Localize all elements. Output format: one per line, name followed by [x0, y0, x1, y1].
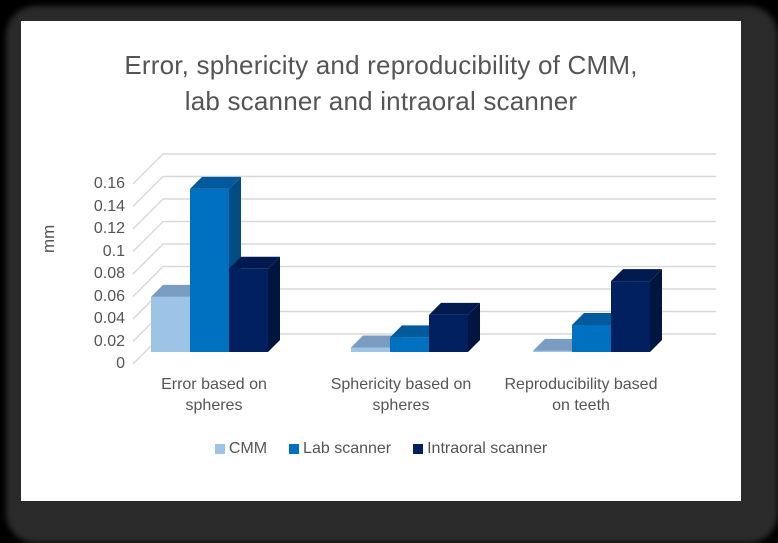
y-tick-label: 0.16 [93, 175, 125, 192]
chart-title: Error, sphericity and reproducibility of… [21, 47, 741, 119]
legend-label: Intraoral scanner [427, 440, 548, 457]
x-category-label: Sphericity based on spheres [330, 376, 472, 414]
y-tick-label: 0.08 [93, 265, 125, 282]
plot-area [132, 153, 716, 365]
y-tick-label: 0.02 [93, 332, 125, 350]
bar-intraoral-scanner [429, 302, 480, 352]
legend-swatch-icon [413, 444, 424, 454]
legend-item: CMM [214, 440, 268, 458]
y-tick-label: 0 [116, 355, 125, 372]
legend-swatch-icon [289, 444, 300, 454]
legend-item: Intraoral scanner [413, 440, 547, 458]
y-tick-label: 0.14 [93, 197, 125, 215]
x-category-label: Error based on spheres [161, 376, 267, 414]
bar-intraoral-scanner [229, 256, 280, 352]
y-tick-label: 0.1 [102, 242, 125, 260]
legend-label: CMM [228, 440, 268, 457]
chart-card: Error, sphericity and reproducibility of… [21, 21, 741, 501]
legend: CMM Lab scanner Intraoral scanner [21, 440, 741, 458]
legend-swatch-icon [214, 444, 225, 454]
title-line-1: Error, sphericity and reproducibility of… [124, 50, 638, 80]
y-tick-label: 0.12 [93, 220, 125, 237]
legend-label: Lab scanner [303, 440, 392, 457]
x-category-label: Reproducibility based on teeth [504, 376, 658, 414]
bar-intraoral-scanner [611, 269, 662, 352]
y-tick-label: 0.04 [93, 310, 125, 327]
legend-item: Lab scanner [289, 440, 391, 458]
y-tick-label: 0.06 [93, 287, 125, 305]
title-line-2: lab scanner and intraoral scanner [184, 86, 578, 116]
